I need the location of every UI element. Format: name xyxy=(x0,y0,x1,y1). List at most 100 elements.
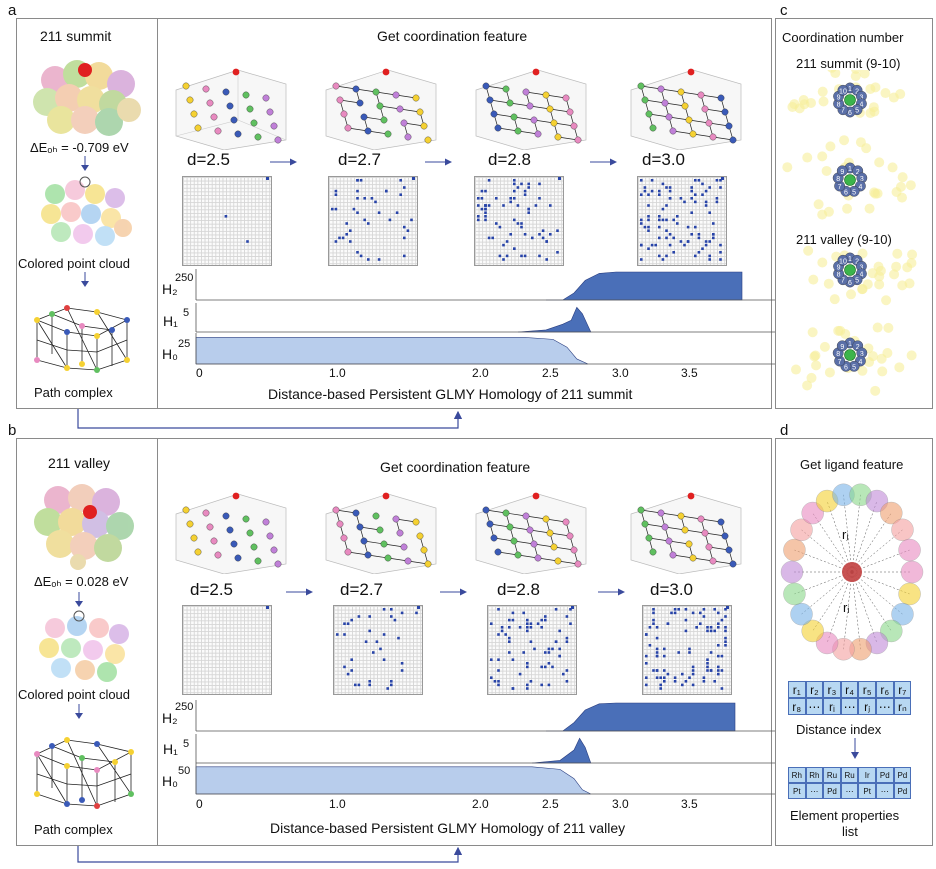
atom-dot xyxy=(352,85,360,93)
matrix-entry xyxy=(545,258,548,261)
halo-atom xyxy=(864,357,875,368)
valley-matrix-2 xyxy=(333,605,423,695)
atom-dot xyxy=(202,85,210,93)
valley-path-complex-image xyxy=(34,737,134,809)
atom-dot xyxy=(705,119,713,127)
summit-tick-3: 2.5 xyxy=(542,366,559,380)
table-row: r₁ r₂ r₃ r₄ r₅ r₆ r₇ xyxy=(788,681,912,698)
atom-dot xyxy=(717,518,725,526)
halo-atom xyxy=(870,385,881,396)
matrix-entry xyxy=(672,218,675,222)
matrix-entry xyxy=(686,240,690,243)
table-row: Pt ⋯ Pd ⋯ Pt ⋯ Pd xyxy=(788,783,912,799)
halo-atom xyxy=(897,172,908,183)
ligand-atom xyxy=(801,619,824,643)
valley-d-label-4: d=3.0 xyxy=(650,580,694,599)
matrix-entry xyxy=(495,197,498,200)
summit-point-cloud-label: Colored point cloud xyxy=(18,256,131,271)
matrix-entry xyxy=(647,204,650,207)
matrix-entry xyxy=(484,207,487,211)
atom-dot xyxy=(262,518,270,526)
halo-atom xyxy=(821,165,832,176)
matrix-entry xyxy=(346,622,350,625)
summit-tick-2: 2.0 xyxy=(472,366,489,380)
atom-dot xyxy=(404,557,412,565)
matrix-entry xyxy=(356,179,359,182)
matrix-entry xyxy=(375,640,379,643)
atom-dot xyxy=(649,124,657,132)
summit-tick-4: 3.0 xyxy=(612,366,629,380)
atom-dot xyxy=(522,512,530,520)
matrix-entry xyxy=(334,193,338,196)
atom-dot xyxy=(502,509,510,517)
atom-dot xyxy=(226,526,234,534)
atom-dot xyxy=(649,548,657,556)
arrow-down-icon xyxy=(75,592,83,607)
matrix-entry xyxy=(673,608,677,611)
valley-3d-complexes xyxy=(175,492,742,574)
matrix-entry xyxy=(558,654,561,658)
atom-dot xyxy=(542,515,550,523)
matrix-entry xyxy=(702,680,706,683)
atom-dot xyxy=(522,88,530,96)
matrix-entry xyxy=(357,615,361,618)
atom-dot xyxy=(542,91,550,99)
summit-d-arrows xyxy=(270,158,617,166)
matrix-entry xyxy=(345,233,348,236)
matrix-entry xyxy=(359,179,363,182)
center-atom xyxy=(844,349,856,361)
summit-tick-1: 1.0 xyxy=(329,366,346,380)
matrix-entry xyxy=(681,683,684,687)
table-cell: Pd xyxy=(823,783,841,799)
ligand-ri-label: rᵢ xyxy=(843,600,850,615)
neighbor-index: 2 xyxy=(855,88,859,95)
h1-area xyxy=(531,737,592,764)
matrix-entry xyxy=(518,672,522,676)
matrix-entry xyxy=(541,236,545,240)
matrix-entry xyxy=(684,608,688,611)
matrix-entry xyxy=(717,644,720,647)
matrix-entry xyxy=(665,186,668,189)
matrix-entry xyxy=(663,654,666,658)
matrix-entry xyxy=(655,654,659,658)
valley-path-complex-label: Path complex xyxy=(34,822,113,837)
matrix-entry xyxy=(554,640,558,643)
matrix-entry xyxy=(702,608,706,611)
table-cell: Rh xyxy=(788,767,806,783)
valley-h0-text: H₀ xyxy=(162,773,178,789)
halo-atom xyxy=(857,365,868,376)
atom-dot xyxy=(534,554,542,562)
neighbor-index: 10 xyxy=(839,88,847,95)
summit-point-cloud-image xyxy=(41,176,132,246)
matrix-entry xyxy=(694,200,697,204)
matrix-entry xyxy=(484,215,487,218)
atom-dot xyxy=(206,99,214,107)
matrix-entry xyxy=(526,662,529,665)
matrix-entry xyxy=(415,611,418,615)
summit-path-complex-image xyxy=(34,305,130,373)
matrix-entry xyxy=(518,626,522,629)
summit-matrix-2 xyxy=(328,176,418,266)
ligand-sphere-image xyxy=(780,483,924,661)
atom-dot xyxy=(729,560,737,568)
valley-h2-label: H₂ xyxy=(162,710,178,726)
matrix-entry xyxy=(334,207,338,211)
distance-index-table: r₁ r₂ r₃ r₄ r₅ r₆ r₇ r₈ ⋯ rᵢ ⋯ rⱼ ⋯ rₙ xyxy=(788,681,912,715)
matrix-entry xyxy=(697,233,701,236)
matrix-entry xyxy=(536,622,540,625)
h0-area xyxy=(195,337,589,365)
ligand-bond xyxy=(851,500,878,573)
neighbor-index: 9 xyxy=(840,169,844,176)
table-cell: Pt xyxy=(858,783,876,799)
panel-letter-b: b xyxy=(8,422,17,439)
matrix-entry xyxy=(640,222,643,225)
atom-dot xyxy=(332,82,340,90)
valley-matrix-1 xyxy=(182,605,272,695)
matrix-entry xyxy=(520,222,523,225)
atom-dot xyxy=(689,130,697,138)
matrix-entry xyxy=(699,622,702,625)
matrix-entry xyxy=(497,669,500,672)
summit-h2-max: 250 xyxy=(175,272,194,284)
halo-atom xyxy=(807,327,818,338)
matrix-entry xyxy=(484,189,487,193)
